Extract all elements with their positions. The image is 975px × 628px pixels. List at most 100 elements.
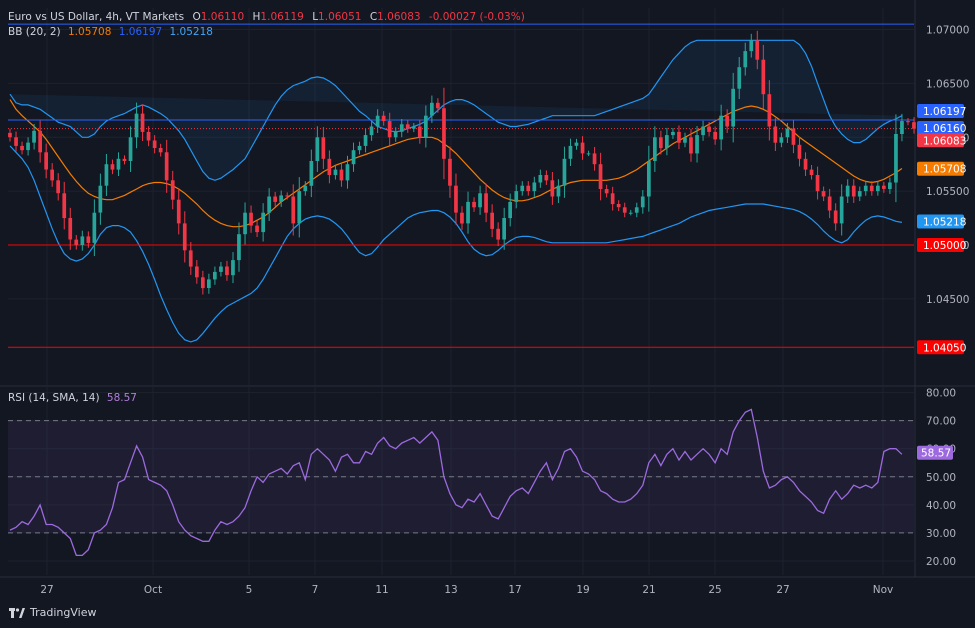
candle-body [164,152,169,181]
candle-body [755,40,760,60]
candle-body [357,145,362,151]
price-tick-label: 1.07000 [926,25,969,37]
candle-body [345,164,350,181]
candle-body [20,145,24,151]
candle-body [454,185,458,213]
price-tag: 1.05218 [917,214,966,229]
rsi-value-tag: 58.57 [921,448,951,460]
candle-body [472,201,476,208]
candle-body [140,113,145,132]
price-tag: 1.06160 [917,121,966,135]
candle-body [876,185,880,192]
candle-body [508,201,512,219]
candle-body [297,191,302,224]
candle-body [176,199,181,224]
symbol-legend: Euro vs US Dollar, 4h, VT Markets O1.061… [8,11,525,23]
candle-body [363,135,368,146]
candle-body [56,180,60,194]
candle-body [821,191,826,197]
candle-body [809,169,814,175]
price-tag-bg [917,133,964,148]
candle-body [719,115,723,140]
time-tick-label: 11 [375,584,388,596]
candle-body [628,212,633,214]
candle-body [532,182,537,192]
candle-body [201,277,205,289]
candle-body [303,185,308,192]
bb-legend[interactable]: BB (20, 2) 1.05708 1.06197 1.05218 [8,26,213,38]
candle-body [592,153,597,165]
price-tag-bg [917,104,964,118]
candle-body [912,122,916,129]
candle-body [845,185,850,197]
candle-body [496,228,500,240]
candle-body [773,126,778,143]
candle-body [671,131,675,136]
candle-body [791,128,796,145]
price-tag-label: 1.05000 [923,240,966,252]
candle-body [466,201,470,224]
tradingview-brand[interactable]: TradingView [9,606,96,619]
rsi-legend[interactable]: RSI (14, SMA, 14) 58.57 [8,392,137,404]
price-tag: 1.06197 [917,104,966,118]
candle-body [544,175,549,181]
candle-body [556,185,561,197]
close-value: 1.06083 [377,11,421,23]
candle-body [869,185,874,192]
candle-body [562,158,567,186]
candle-body [701,126,705,136]
candle-body [448,158,452,186]
rsi-line [9,408,903,557]
price-tag-label: 1.05218 [923,217,966,229]
candle-body [74,239,79,245]
candle-body [381,115,386,122]
candle-body [713,131,717,140]
candle-body [442,108,446,159]
time-tick-label: 27 [40,584,53,596]
close-label: C [369,11,378,23]
candle-body [261,212,265,233]
candle-body [333,169,338,175]
candle-body [604,189,609,194]
bb-upper-value: 1.06197 [118,26,163,38]
candle-body [689,137,693,154]
candle-body [490,212,494,229]
candle-body [375,115,380,127]
candle-body [514,191,519,202]
candle-body [659,137,663,149]
candle-body [647,161,651,197]
candle-body [749,40,754,52]
candle-body [110,164,115,170]
candle-body [779,137,784,143]
rsi-tick-label: 80.00 [926,388,956,400]
time-tick-label: 21 [642,584,655,596]
candle-body [170,180,175,200]
candle-body [237,234,241,261]
candle-body [767,94,772,127]
candle-body [436,102,440,109]
candle-body [231,260,235,276]
time-tick-label: Nov [873,584,894,596]
candle-body [213,271,217,280]
candle-body [424,115,428,138]
candle-body [737,67,742,89]
candle-body [839,196,844,224]
candle-body [863,185,868,192]
candle-body [610,193,615,205]
candle-body [478,193,482,208]
time-tick-label: 17 [508,584,521,596]
time-axis: 27 Oct 5 7 11 13 17 19 21 25 27 Nov [40,584,893,596]
candle-body [634,207,639,213]
candle-body [815,175,820,192]
candle-body [315,137,320,161]
price-tick-label: 1.05500 [926,186,969,198]
price-tag: 1.05708 [917,161,966,176]
rsi-tick-label: 40.00 [926,500,956,512]
candle-body [249,212,253,226]
candle-body [761,59,766,95]
candle-body [502,218,506,240]
time-tick-label: Oct [144,584,162,596]
candle-body [683,137,687,143]
rsi-tick-label: 20.00 [926,556,956,568]
open-value: 1.06110 [200,11,245,23]
